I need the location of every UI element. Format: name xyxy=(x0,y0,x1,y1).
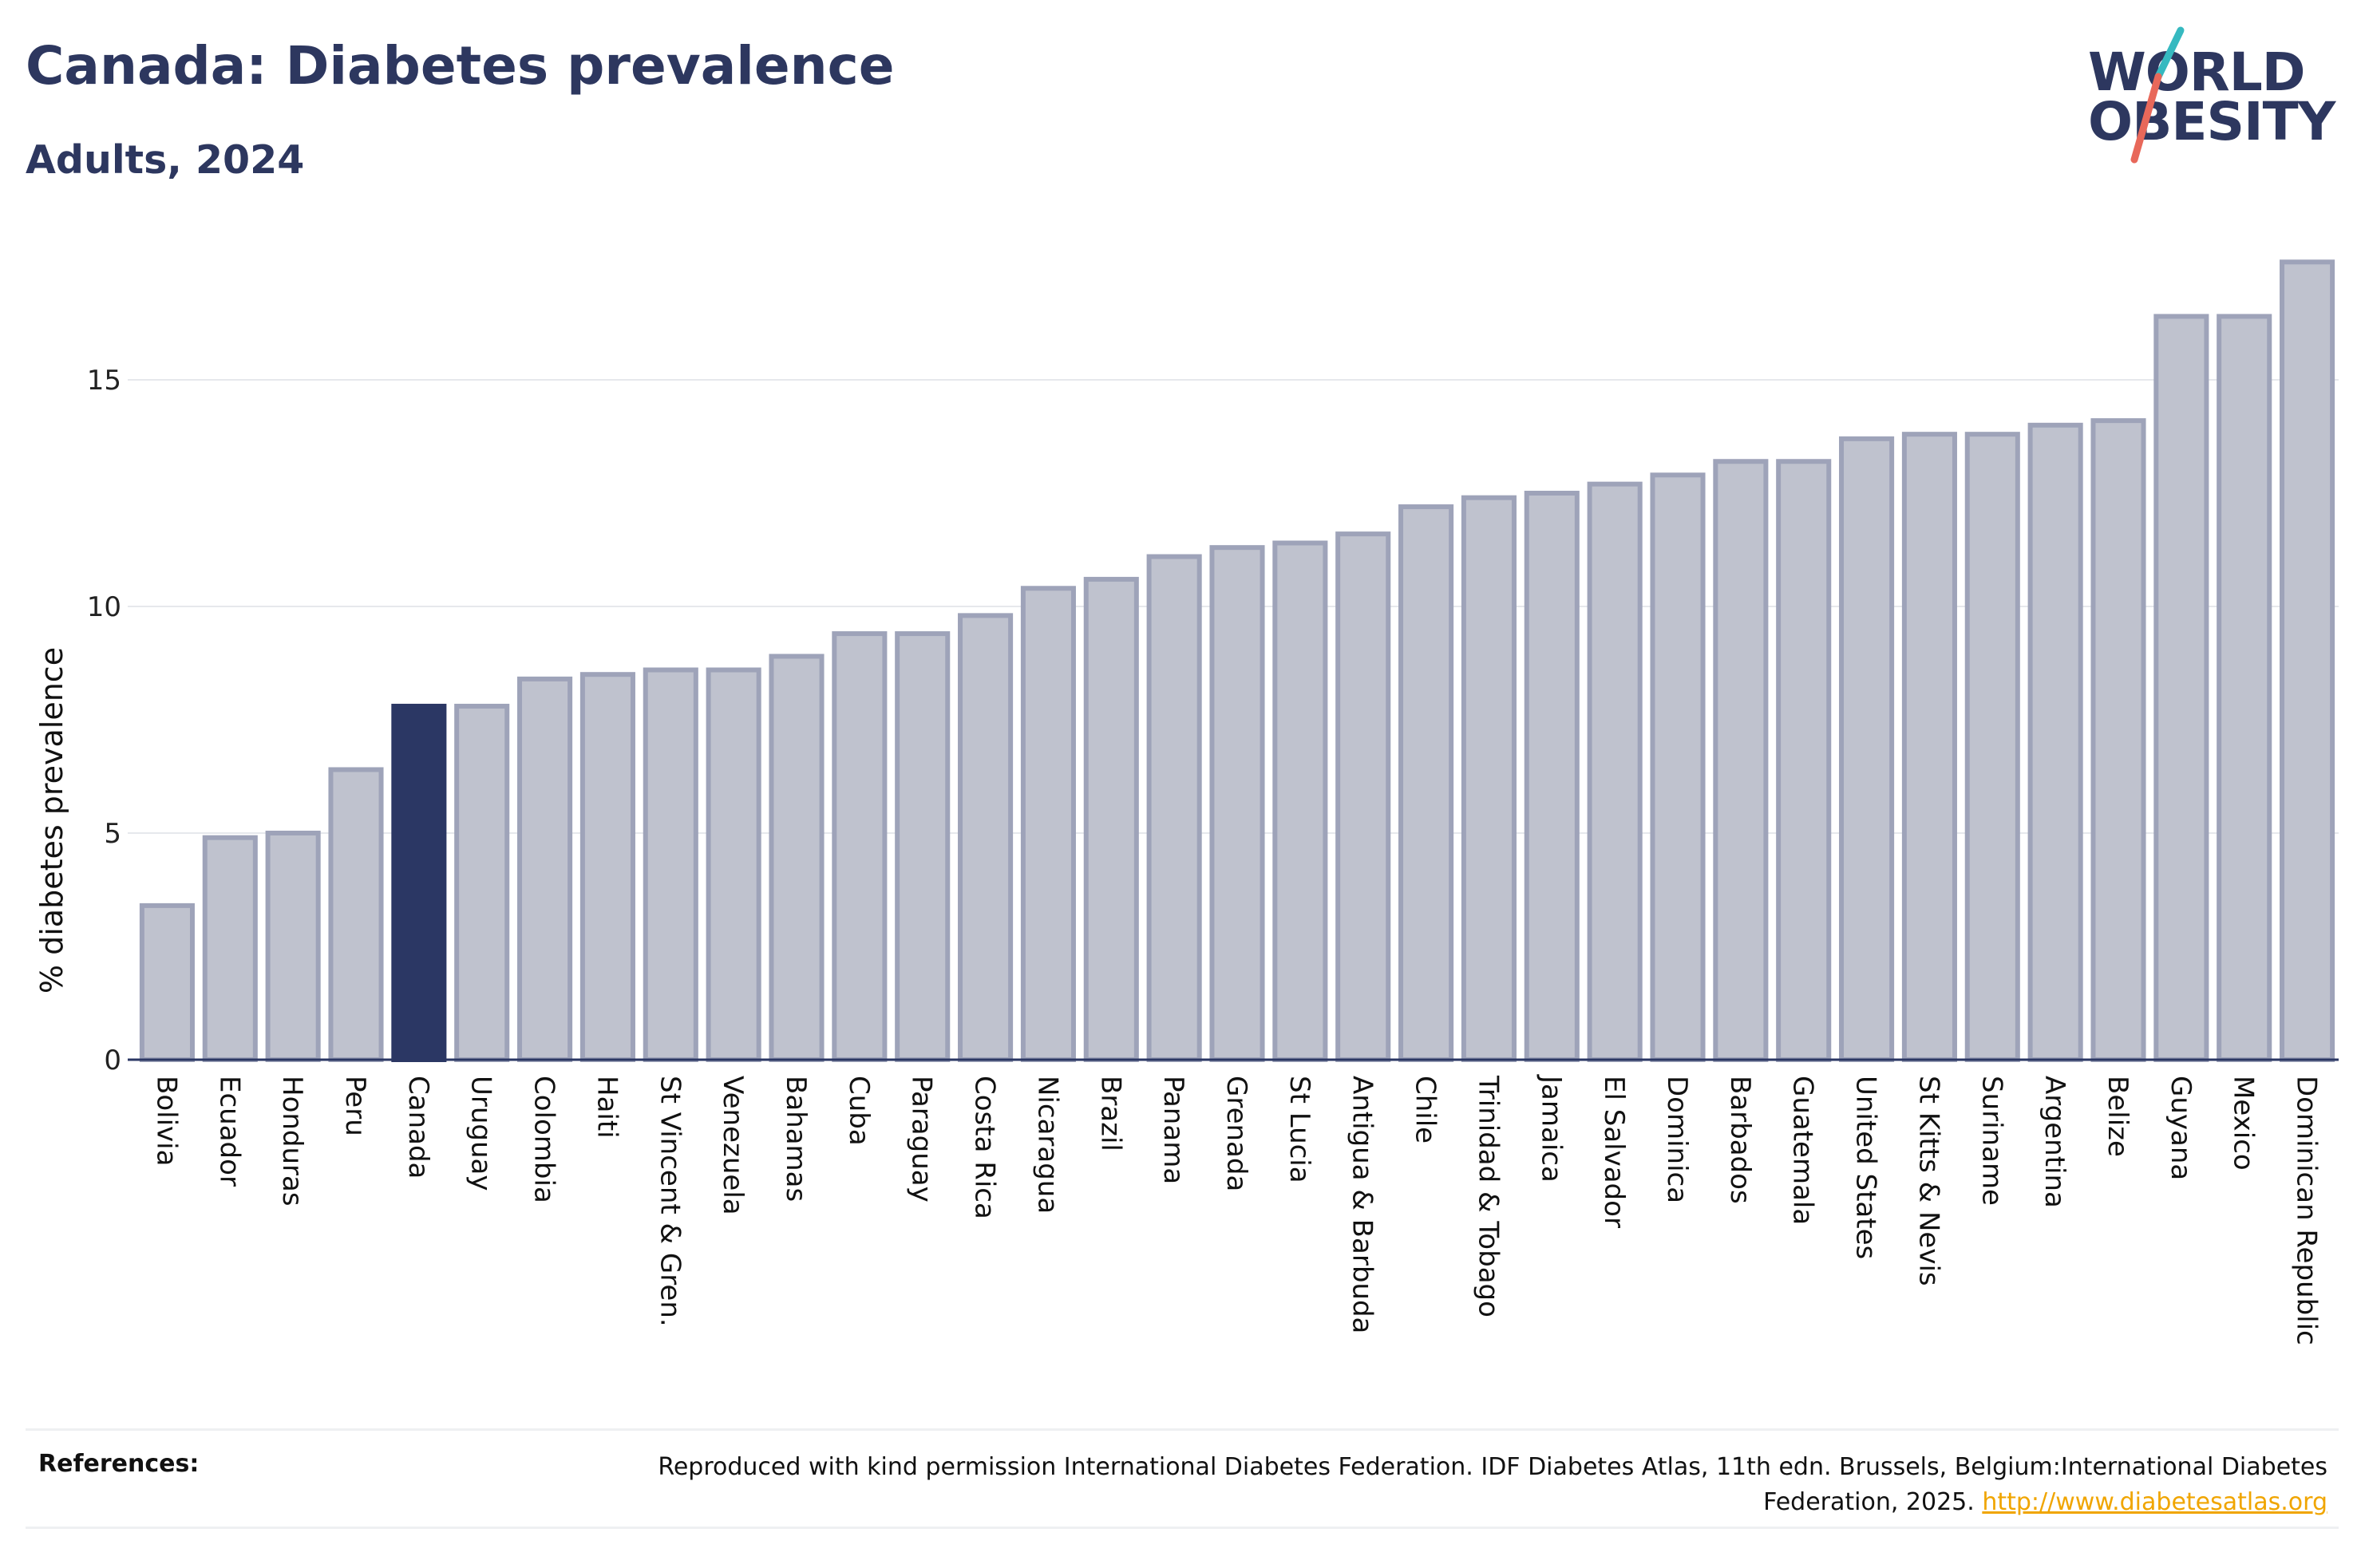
bar[interactable] xyxy=(1272,540,1328,1063)
bar[interactable] xyxy=(1901,432,1957,1063)
x-tick-label: Paraguay xyxy=(906,1076,938,1203)
x-tick-label: Brazil xyxy=(1094,1076,1126,1151)
bars xyxy=(139,259,2335,1063)
bar[interactable] xyxy=(2280,259,2335,1062)
bar[interactable] xyxy=(643,667,698,1063)
bar[interactable] xyxy=(1398,504,1454,1063)
x-tick-label: Nicaragua xyxy=(1031,1076,1063,1214)
x-tick-label: El Salvador xyxy=(1598,1076,1630,1228)
references-panel: References: Reproduced with kind permiss… xyxy=(26,1428,2339,1529)
bar[interactable] xyxy=(1461,495,1517,1062)
x-tick-label: Uruguay xyxy=(465,1076,497,1191)
x-tick-label: Barbados xyxy=(1724,1076,1756,1204)
bar[interactable] xyxy=(1524,491,1580,1062)
x-tick-label: Ecuador xyxy=(213,1076,245,1187)
chart-title: Canada: Diabetes prevalence xyxy=(26,35,895,97)
bar[interactable] xyxy=(2153,314,2209,1063)
x-tick-label: Chile xyxy=(1410,1076,1442,1143)
bar[interactable] xyxy=(769,654,825,1062)
x-tick-label: Guyana xyxy=(2165,1076,2197,1180)
x-tick-label: St Kitts & Nevis xyxy=(1912,1076,1944,1286)
references-text: Reproduced with kind permission Internat… xyxy=(651,1450,2327,1520)
bar[interactable] xyxy=(895,631,951,1062)
x-tick-label: Belize xyxy=(2102,1076,2134,1157)
bar[interactable] xyxy=(2090,418,2146,1062)
x-tick-label: Suriname xyxy=(1975,1076,2007,1206)
x-tick-label: Costa Rica xyxy=(969,1076,1001,1219)
y-axis-ticks: 0 5 10 15 xyxy=(87,365,121,1076)
bar[interactable] xyxy=(391,703,447,1063)
x-tick-label: Bahamas xyxy=(780,1076,812,1202)
bar[interactable] xyxy=(958,613,1014,1062)
chart-subtitle: Adults, 2024 xyxy=(26,137,305,183)
x-tick-label: Trinidad & Tobago xyxy=(1472,1075,1504,1317)
bar[interactable] xyxy=(1083,576,1139,1063)
bar[interactable] xyxy=(1020,586,1076,1062)
references-label: References: xyxy=(38,1450,200,1478)
x-tick-label: Venezuela xyxy=(717,1076,749,1215)
y-tick-label: 5 xyxy=(104,818,121,850)
bar[interactable] xyxy=(1587,481,1643,1062)
world-obesity-logo: WORLD OBESITY xyxy=(2075,24,2347,168)
references-link[interactable]: http://www.diabetesatlas.org xyxy=(1982,1488,2327,1516)
bar[interactable] xyxy=(265,831,321,1062)
logo-line-1: WORLD xyxy=(2088,41,2306,103)
x-tick-label: Haiti xyxy=(591,1076,623,1139)
references-body: Reproduced with kind permission Internat… xyxy=(658,1453,2327,1516)
x-tick-label: Peru xyxy=(339,1076,371,1136)
y-tick-label: 10 xyxy=(87,591,121,623)
bar[interactable] xyxy=(1209,545,1265,1063)
y-tick-label: 15 xyxy=(87,365,121,397)
bar[interactable] xyxy=(1776,459,1832,1062)
x-axis-labels: Bolivia Ecuador Honduras Peru Canada Uruguay C… xyxy=(150,1074,2322,1345)
bar[interactable] xyxy=(1713,459,1769,1062)
x-tick-label: Grenada xyxy=(1220,1076,1252,1191)
x-tick-label: Canada xyxy=(402,1076,434,1179)
x-tick-label: United States xyxy=(1850,1076,1882,1259)
x-tick-label: Bolivia xyxy=(150,1076,182,1166)
x-tick-label: St Lucia xyxy=(1283,1076,1315,1183)
bar[interactable] xyxy=(1964,432,2020,1063)
bar[interactable] xyxy=(139,902,195,1062)
x-tick-label: Mexico xyxy=(2228,1076,2260,1171)
x-tick-label: Dominican Republic xyxy=(2291,1076,2323,1345)
x-tick-label: Guatemala xyxy=(1787,1076,1819,1225)
x-tick-label: Colombia xyxy=(528,1076,560,1203)
bar-chart: 0 5 10 15 % diabetes prevalence Bolivia Ecua… xyxy=(34,259,2339,1345)
bar[interactable] xyxy=(832,631,888,1062)
y-axis-label: % diabetes prevalence xyxy=(34,647,69,993)
bar[interactable] xyxy=(2027,422,2083,1062)
bar[interactable] xyxy=(1839,436,1895,1062)
x-tick-label: Jamaica xyxy=(1535,1074,1567,1183)
bar[interactable] xyxy=(328,767,384,1062)
x-tick-label: Cuba xyxy=(843,1076,875,1146)
logo-slash-icon xyxy=(2130,26,2185,164)
bar[interactable] xyxy=(2217,314,2272,1063)
x-tick-label: Panama xyxy=(1157,1076,1189,1184)
x-tick-label: Argentina xyxy=(2039,1076,2070,1208)
x-tick-label: St Vincent & Gren. xyxy=(654,1076,686,1327)
logo-line-2: OBESITY xyxy=(2088,91,2335,152)
bar[interactable] xyxy=(1335,531,1391,1062)
x-tick-label: Dominica xyxy=(1661,1076,1693,1203)
bar[interactable] xyxy=(579,672,635,1062)
bar[interactable] xyxy=(202,835,258,1062)
x-tick-label: Antigua & Barbuda xyxy=(1347,1076,1378,1333)
x-tick-label: Honduras xyxy=(276,1076,308,1207)
bar[interactable] xyxy=(1650,472,1706,1062)
bar[interactable] xyxy=(454,703,510,1063)
y-tick-label: 0 xyxy=(104,1045,121,1076)
bar[interactable] xyxy=(706,667,761,1063)
bar[interactable] xyxy=(1146,554,1202,1062)
bar[interactable] xyxy=(517,676,573,1062)
